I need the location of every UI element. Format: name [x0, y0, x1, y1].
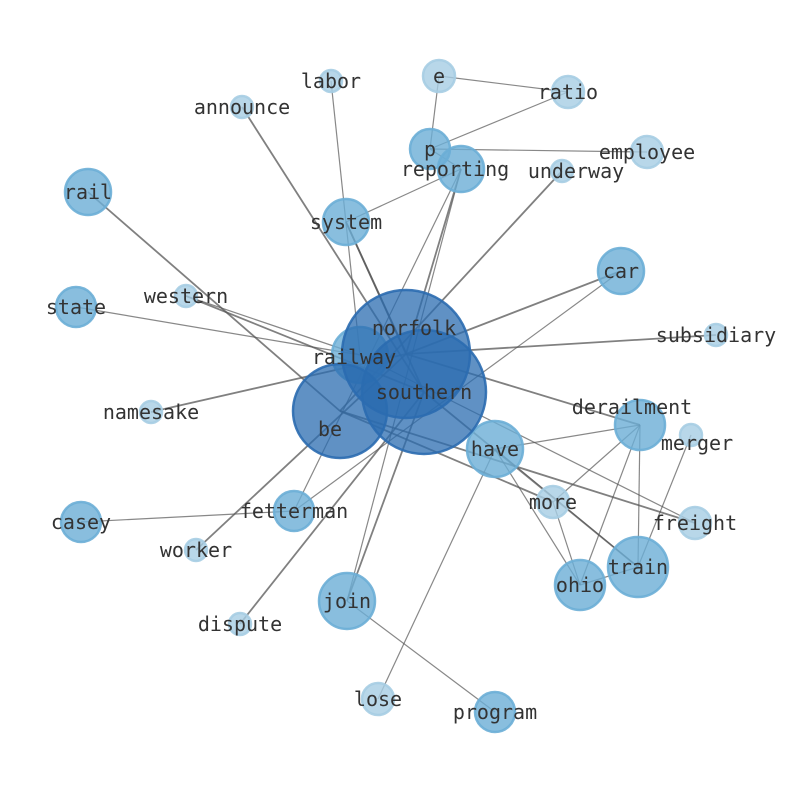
node-more[interactable]	[535, 484, 571, 520]
node-state[interactable]	[54, 285, 98, 329]
edge-derailment-ohio	[579, 424, 641, 586]
node-label-train: train	[608, 555, 668, 579]
node-ratio[interactable]	[550, 74, 586, 110]
node-namesake[interactable]	[138, 399, 164, 425]
node-label-lose: lose	[354, 687, 402, 711]
edge-casey-fetterman	[80, 510, 295, 523]
node-label-worker: worker	[160, 538, 232, 562]
node-label-be: be	[318, 417, 342, 441]
node-label-ohio: ohio	[556, 573, 604, 597]
node-labor[interactable]	[318, 68, 344, 94]
node-announce[interactable]	[229, 94, 255, 120]
node-label-subsidiary: subsidiary	[656, 323, 776, 347]
edge-p-ratio	[429, 91, 569, 150]
node-label-have: have	[471, 437, 519, 461]
node-label-program: program	[453, 700, 537, 724]
edge-lose-have	[377, 448, 496, 700]
node-label-system: system	[310, 210, 382, 234]
node-merger[interactable]	[678, 422, 704, 448]
node-label-dispute: dispute	[198, 612, 282, 636]
node-car[interactable]	[596, 246, 646, 296]
node-train[interactable]	[606, 535, 670, 599]
node-label-derailment: derailment	[572, 395, 692, 419]
node-label-employee: employee	[599, 140, 695, 164]
node-label-norfolk: norfolk	[372, 316, 456, 340]
node-label-reporting: reporting	[401, 157, 509, 181]
node-casey[interactable]	[59, 500, 103, 544]
node-label-announce: announce	[194, 95, 290, 119]
node-western[interactable]	[173, 283, 199, 309]
node-label-freight: freight	[653, 511, 737, 535]
node-rail[interactable]	[63, 167, 113, 217]
node-label-more: more	[529, 490, 577, 514]
node-label-casey: casey	[51, 510, 111, 534]
node-label-rail: rail	[64, 180, 112, 204]
node-label-underway: underway	[528, 159, 624, 183]
node-label-western: western	[144, 284, 228, 308]
node-program[interactable]	[473, 690, 517, 734]
node-reporting[interactable]	[436, 144, 486, 194]
node-label-labor: labor	[301, 69, 361, 93]
node-system[interactable]	[321, 197, 371, 247]
node-worker[interactable]	[183, 537, 209, 563]
node-derailment[interactable]	[613, 398, 667, 452]
node-label-car: car	[603, 259, 639, 283]
edge-western-railway	[185, 295, 361, 356]
node-underway[interactable]	[549, 158, 575, 184]
node-label-p: p	[424, 137, 436, 161]
node-label-ratio: ratio	[538, 80, 598, 104]
node-e[interactable]	[421, 58, 457, 94]
node-label-e: e	[433, 64, 445, 88]
edge-e-ratio	[438, 75, 569, 93]
node-norfolk[interactable]	[340, 288, 472, 420]
node-subsidiary[interactable]	[703, 322, 729, 348]
node-label-state: state	[46, 295, 106, 319]
node-label-southern: southern	[376, 380, 472, 404]
edge-join-program	[346, 600, 496, 713]
node-label-merger: merger	[661, 431, 733, 455]
node-dispute[interactable]	[227, 611, 253, 637]
node-ohio[interactable]	[553, 558, 607, 612]
node-fetterman[interactable]	[272, 489, 316, 533]
node-freight[interactable]	[677, 505, 713, 541]
node-join[interactable]	[317, 571, 377, 631]
node-label-join: join	[323, 589, 371, 613]
node-lose[interactable]	[360, 681, 396, 717]
node-have[interactable]	[465, 419, 525, 479]
node-label-railway: railway	[312, 345, 396, 369]
node-label-fetterman: fetterman	[240, 499, 348, 523]
node-employee[interactable]	[629, 134, 665, 170]
node-label-namesake: namesake	[103, 400, 199, 424]
edge-rail-be	[87, 191, 341, 412]
